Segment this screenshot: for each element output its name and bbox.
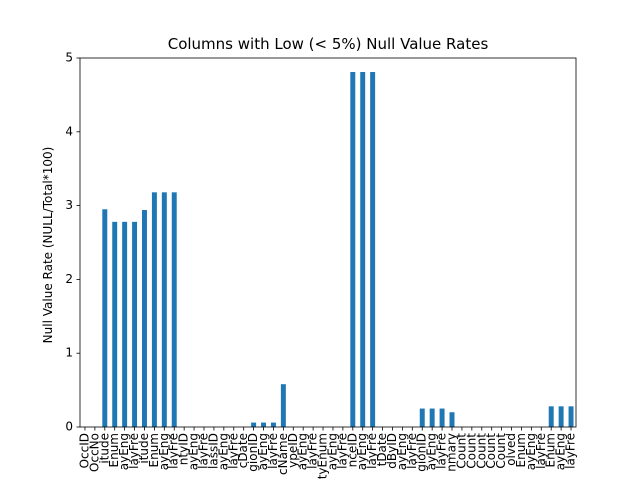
y-tick-label: 2	[65, 272, 73, 286]
bar-20	[280, 384, 286, 427]
x-tick-label: ayEng	[395, 433, 409, 470]
bar-5	[132, 221, 138, 427]
x-tick-label: Enum	[514, 433, 528, 467]
bar-7	[151, 192, 157, 427]
x-tick-label: layFre	[266, 433, 280, 469]
bar-8	[161, 192, 167, 427]
x-tick-label: Count	[454, 433, 468, 469]
y-tick-label: 5	[65, 51, 73, 65]
x-tick-label: gionID	[415, 433, 429, 472]
x-tick-label: tyEnum	[316, 433, 330, 479]
x-tick-label: layFre	[435, 433, 449, 469]
chart-title: Columns with Low (< 5%) Null Value Rates	[168, 35, 489, 53]
x-tick-label: ypeID	[286, 433, 300, 468]
x-tick-label: OccNo	[87, 433, 101, 472]
x-tick-label: ntyID	[177, 433, 191, 465]
x-tick-label: layFre	[534, 433, 548, 469]
y-axis-ticks: 0 1 2 3 4 5	[65, 51, 80, 434]
x-tick-label: nceID	[345, 433, 359, 467]
x-tick-label: cDate	[236, 433, 250, 468]
x-tick-label: ayEng	[256, 433, 270, 470]
y-axis-label: Null Value Rate (NULL/Total*100)	[41, 147, 55, 344]
bar-47	[548, 406, 554, 427]
x-tick-label: ayEng	[355, 433, 369, 470]
x-tick-label: layFre	[226, 433, 240, 469]
x-tick-label: layFre	[335, 433, 349, 469]
x-axis-ticks: OccIDOccNoitudeEnumayEnglayFreitudeEnuma…	[77, 427, 578, 479]
x-tick-label: gionID	[246, 433, 260, 472]
x-tick-label: OccID	[77, 433, 91, 468]
x-tick-label: dByID	[385, 433, 399, 469]
x-tick-label: nmary	[445, 433, 459, 472]
plot-area-frame	[79, 57, 577, 428]
x-tick-label: layFre	[127, 433, 141, 469]
bar-4	[122, 221, 128, 427]
bar-35	[429, 408, 435, 427]
x-tick-label: layFre	[405, 433, 419, 469]
x-tick-label: itude	[137, 433, 151, 464]
x-tick-label: layFre	[167, 433, 181, 469]
x-tick-label: ayEng	[524, 433, 538, 470]
x-tick-label: ayEng	[117, 433, 131, 470]
bar-19	[270, 422, 276, 427]
bar-37	[449, 412, 455, 427]
bar-9	[171, 192, 177, 427]
x-tick-label: Count	[494, 433, 508, 469]
bar-34	[419, 408, 425, 427]
x-tick-label: ayEng	[554, 433, 568, 470]
x-tick-label: ayEng	[425, 433, 439, 470]
bar-17	[251, 422, 257, 427]
x-tick-label: itude	[97, 433, 111, 464]
x-tick-label: tDate	[375, 433, 389, 466]
bar-29	[370, 72, 376, 427]
x-tick-label: ayEng	[187, 433, 201, 470]
x-tick-label: Count	[464, 433, 478, 469]
bar-18	[261, 422, 266, 427]
bar-2	[102, 209, 108, 427]
x-tick-label: layFre	[197, 433, 211, 469]
x-tick-label: lassID	[206, 433, 220, 469]
x-tick-label: layFre	[306, 433, 320, 469]
x-tick-label: Enum	[147, 433, 161, 467]
bar-6	[142, 210, 147, 427]
x-tick-label: ayEng	[296, 433, 310, 470]
bar-3	[112, 221, 118, 427]
x-tick-label: ayEng	[216, 433, 230, 470]
x-tick-label: cName	[276, 433, 290, 475]
bar-27	[350, 72, 356, 427]
y-tick-label: 3	[65, 198, 73, 212]
x-tick-label: Count	[484, 433, 498, 469]
x-tick-label: Enum	[544, 433, 558, 467]
y-tick-label: 1	[65, 346, 73, 360]
bar-36	[439, 408, 445, 427]
x-tick-label: layFre	[365, 433, 379, 469]
x-tick-label: Enum	[107, 433, 121, 467]
x-tick-label: ayEng	[325, 433, 339, 470]
bar-28	[360, 72, 366, 427]
y-tick-label: 4	[65, 124, 73, 138]
bar-48	[558, 406, 564, 427]
y-tick-label: 0	[65, 420, 73, 434]
x-tick-label: Count	[474, 433, 488, 469]
bar-49	[568, 406, 574, 427]
x-tick-label: ayEng	[157, 433, 171, 470]
x-tick-label: layFre	[564, 433, 578, 469]
x-tick-label: olved	[504, 433, 518, 466]
bars-group	[102, 72, 574, 427]
